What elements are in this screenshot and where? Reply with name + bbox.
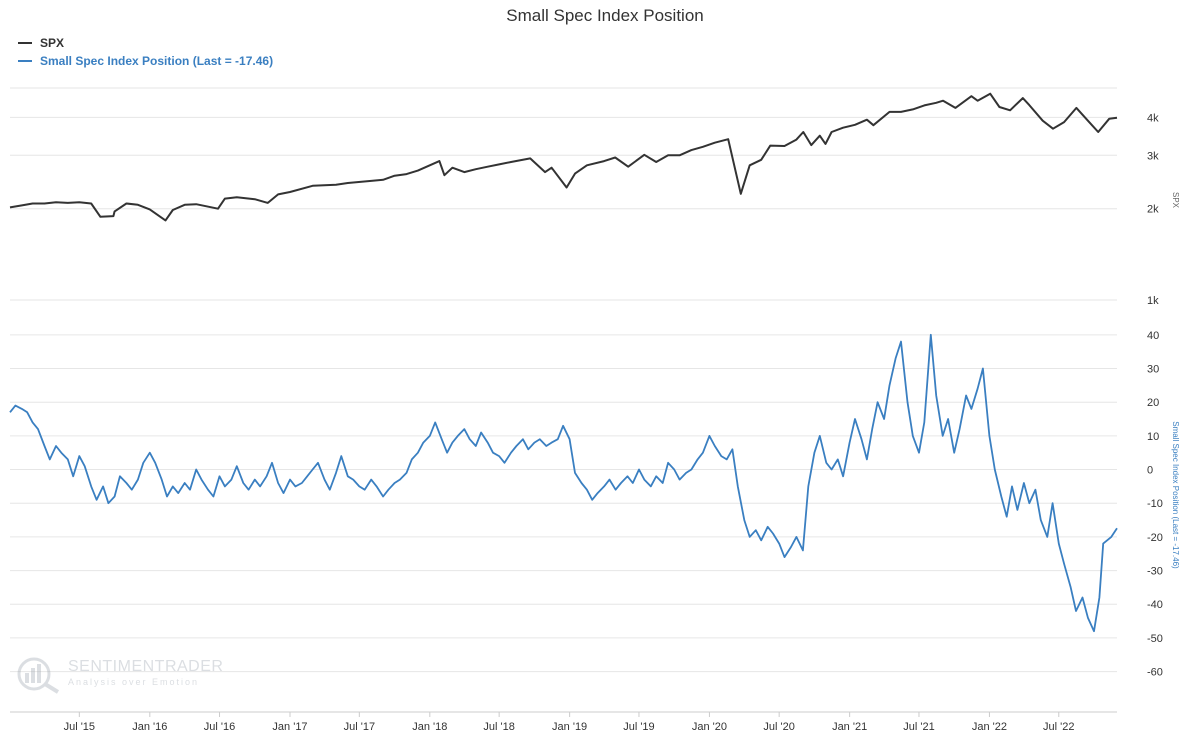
x-tick-label: Jan '17 — [272, 721, 307, 733]
spec-y-tick-label: -50 — [1147, 633, 1163, 645]
spx-y-axis: 1k 2k 3k 4k — [1147, 112, 1159, 307]
watermark-tagline: Analysis over Emotion — [68, 677, 200, 687]
spec-y-tick-label: 10 — [1147, 431, 1159, 443]
spec-y-axis: 40 30 20 10 0 -10 -20 -30 -40 -50 -60 — [1147, 330, 1163, 679]
watermark-logo-icon — [17, 657, 60, 694]
spec-y-tick-label: 20 — [1147, 397, 1159, 409]
legend-label-small-spec: Small Spec Index Position (Last = -17.46… — [40, 54, 274, 68]
x-axis: Jul '15 Jan '16 Jul '16 Jan '17 Jul '17 Jan '… — [10, 711, 1117, 733]
spec-y-tick-label: -10 — [1147, 498, 1163, 510]
spec-y-tick-label: -40 — [1147, 599, 1163, 611]
watermark-brand: SENTIMENTRADER — [68, 658, 224, 675]
small-spec-axis-title: Small Spec Index Position (Last = -17.46… — [1171, 421, 1180, 569]
x-tick-label: Jul '21 — [903, 721, 934, 733]
x-tick-label: Jul '18 — [483, 721, 514, 733]
x-tick-label: Jul '19 — [623, 721, 654, 733]
legend-swatch-spx — [18, 42, 32, 44]
x-tick-label: Jan '16 — [132, 721, 167, 733]
x-tick-label: Jan '20 — [692, 721, 727, 733]
legend-item-small-spec[interactable]: Small Spec Index Position (Last = -17.46… — [18, 54, 273, 68]
x-tick-label: Jul '17 — [344, 721, 375, 733]
x-tick-label: Jul '16 — [204, 721, 235, 733]
x-tick-label: Jan '21 — [832, 721, 867, 733]
chart-title: Small Spec Index Position — [506, 6, 704, 25]
spec-y-tick-label: -30 — [1147, 566, 1163, 578]
spec-y-tick-label: 40 — [1147, 330, 1159, 342]
spx-y-tick-label: 1k — [1147, 295, 1159, 307]
watermark: SENTIMENTRADER Analysis over Emotion — [14, 656, 223, 696]
spec-y-tick-label: 30 — [1147, 364, 1159, 376]
x-tick-label: Jul '20 — [763, 721, 794, 733]
spx-series-line[interactable] — [9, 92, 1118, 222]
x-tick-label: Jan '19 — [552, 721, 587, 733]
legend-label-spx: SPX — [40, 36, 65, 50]
legend-swatch-small-spec — [18, 60, 32, 62]
spx-y-tick-label: 3k — [1147, 150, 1159, 162]
spx-gridlines — [10, 87, 1117, 301]
x-tick-label: Jul '22 — [1043, 721, 1074, 733]
spx-axis-title: SPX — [1171, 192, 1180, 209]
legend-item-spx[interactable]: SPX — [18, 36, 64, 50]
x-tick-label: Jan '22 — [972, 721, 1007, 733]
spec-y-tick-label: -20 — [1147, 532, 1163, 544]
spx-y-tick-label: 4k — [1147, 112, 1159, 124]
spx-y-tick-label: 2k — [1147, 204, 1159, 216]
spec-gridlines — [10, 334, 1117, 673]
small-spec-series-line[interactable] — [9, 333, 1118, 633]
x-tick-label: Jul '15 — [64, 721, 95, 733]
spec-y-tick-label: 0 — [1147, 465, 1153, 477]
spec-y-tick-label: -60 — [1147, 667, 1163, 679]
x-tick-label: Jan '18 — [412, 721, 447, 733]
